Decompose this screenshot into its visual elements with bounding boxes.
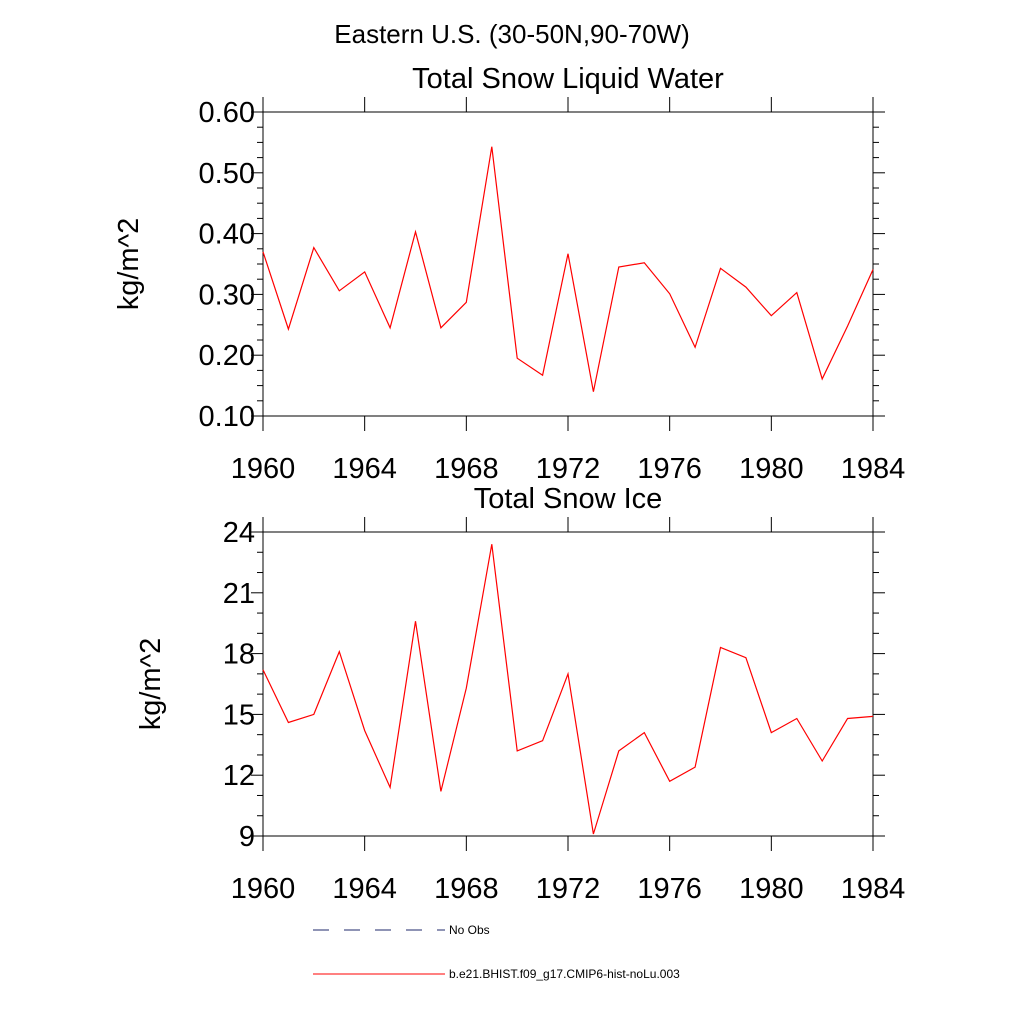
x-tick-label: 1980 <box>739 873 804 905</box>
y-tick-label: 0.40 <box>199 219 255 251</box>
x-tick-label: 1968 <box>434 873 499 905</box>
plot-frame <box>262 111 874 417</box>
y-tick-label: 0.20 <box>199 340 255 372</box>
y-tick-label: 24 <box>223 517 255 549</box>
series-line <box>262 146 874 392</box>
figure-main-title: Eastern U.S. (30-50N,90-70W) <box>334 19 689 49</box>
x-tick-label: 1980 <box>739 453 804 485</box>
x-tick-label: 1968 <box>434 453 499 485</box>
y-tick-label: 0.60 <box>199 97 255 129</box>
y-tick-label: 15 <box>223 699 255 731</box>
legend: No Obs b.e21.BHIST.f09_g17.CMIP6-hist-no… <box>313 923 680 981</box>
y-tick-label: 0.30 <box>199 279 255 311</box>
y-axis-label: kg/m^2 <box>113 218 145 311</box>
panel-snow-ice: Total Snow Ice 1960 1964 1968 1972 1976 1980 19… <box>135 483 905 905</box>
x-tick-label: 1964 <box>332 453 397 485</box>
x-tick-label: 1984 <box>841 453 906 485</box>
legend-label-no-obs: No Obs <box>449 923 490 937</box>
plot-frame <box>262 531 874 837</box>
chart-title: Total Snow Liquid Water <box>412 63 724 95</box>
x-tick-label: 1976 <box>637 453 702 485</box>
y-tick-label: 18 <box>223 639 255 671</box>
x-tick-label: 1976 <box>637 873 702 905</box>
y-tick-label: 0.10 <box>199 401 255 433</box>
x-tick-label: 1960 <box>231 873 296 905</box>
y-tick-label: 21 <box>223 578 255 610</box>
y-axis-label: kg/m^2 <box>135 638 167 731</box>
x-tick-label: 1972 <box>536 453 601 485</box>
x-tick-label: 1984 <box>841 873 906 905</box>
y-tick-label: 9 <box>239 821 255 853</box>
x-tick-label: 1972 <box>536 873 601 905</box>
y-tick-label: 0.50 <box>199 158 255 190</box>
series-line <box>262 544 874 835</box>
x-tick-label: 1964 <box>332 873 397 905</box>
panel-snow-liquid-water: Total Snow Liquid Water 1960 1964 1968 1972 1… <box>113 63 905 485</box>
chart-title: Total Snow Ice <box>474 483 663 515</box>
y-tick-label: 12 <box>223 760 255 792</box>
x-tick-label: 1960 <box>231 453 296 485</box>
legend-label-model: b.e21.BHIST.f09_g17.CMIP6-hist-noLu.003 <box>449 967 680 981</box>
